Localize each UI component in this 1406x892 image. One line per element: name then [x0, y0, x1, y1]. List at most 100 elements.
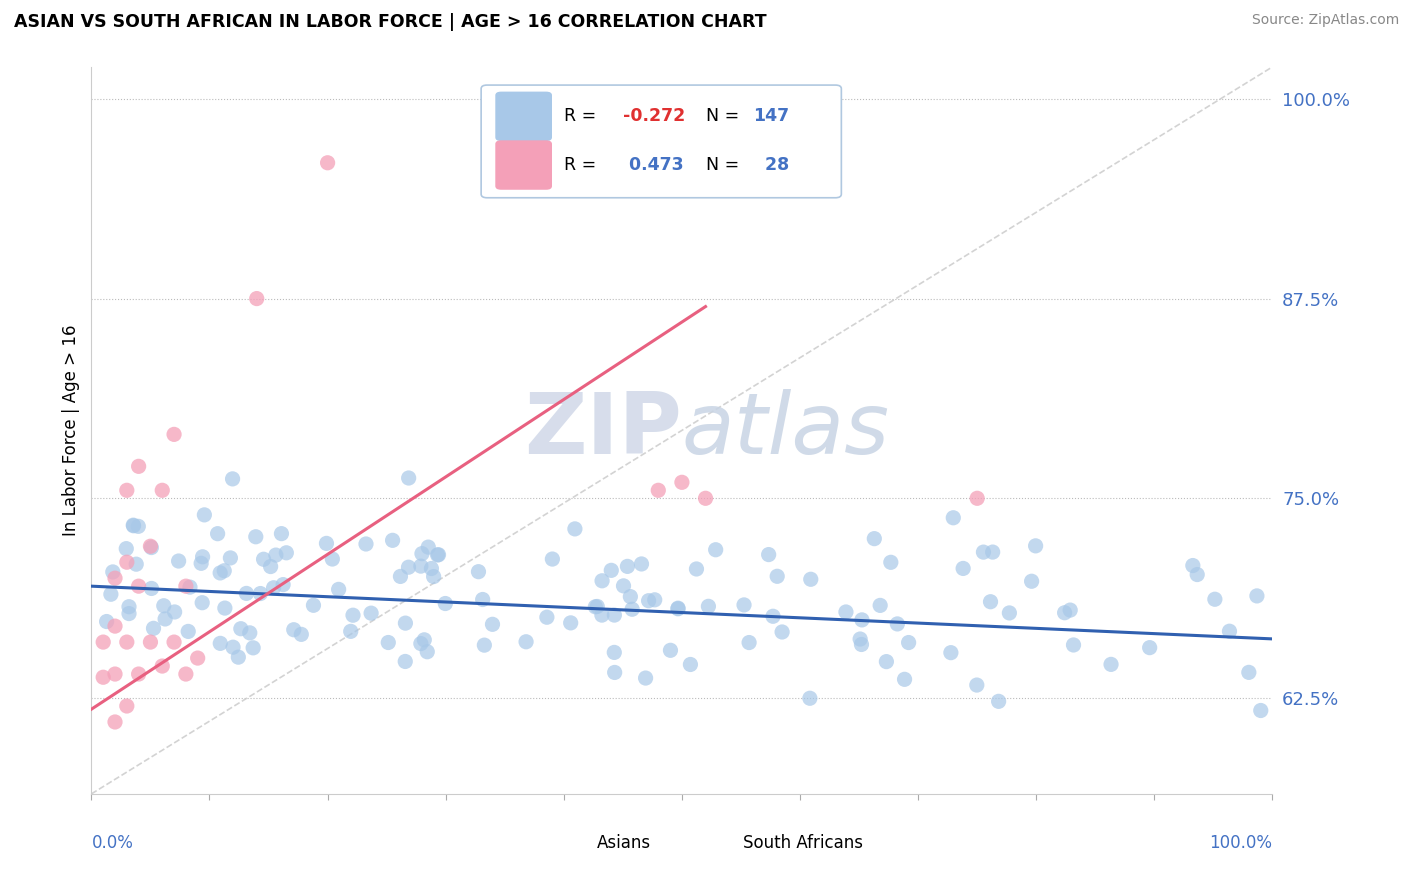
Point — [541, 552, 564, 566]
FancyBboxPatch shape — [495, 140, 553, 190]
Point — [835, 605, 858, 619]
Point — [685, 562, 707, 576]
Point — [1139, 640, 1161, 655]
Point — [229, 622, 252, 636]
Point — [91, 670, 114, 684]
Point — [666, 601, 689, 615]
Point — [409, 637, 432, 651]
Point — [679, 657, 702, 672]
Point — [271, 577, 294, 591]
Point — [245, 530, 267, 544]
Point — [290, 627, 312, 641]
Point — [115, 483, 138, 498]
Point — [104, 571, 127, 585]
Point — [704, 542, 727, 557]
Point — [246, 292, 269, 306]
Point — [125, 557, 148, 571]
Point — [381, 533, 404, 548]
Point — [1246, 589, 1268, 603]
Point — [1250, 704, 1272, 718]
Point — [127, 519, 149, 533]
Text: N =: N = — [706, 107, 738, 126]
Text: 0.0%: 0.0% — [91, 834, 134, 852]
Point — [142, 621, 165, 635]
Text: Source: ZipAtlas.com: Source: ZipAtlas.com — [1251, 13, 1399, 28]
Point — [1053, 606, 1076, 620]
Point — [167, 554, 190, 568]
Point — [1025, 539, 1047, 553]
Point — [671, 475, 693, 490]
Text: 28: 28 — [752, 156, 789, 174]
Point — [321, 552, 343, 566]
Point — [128, 459, 150, 474]
Text: Asians: Asians — [598, 834, 651, 853]
Point — [191, 596, 214, 610]
Point — [634, 671, 657, 685]
Point — [411, 547, 433, 561]
Point — [427, 548, 450, 562]
Point — [242, 640, 264, 655]
Point — [1099, 657, 1122, 672]
Point — [695, 491, 717, 506]
Point — [1237, 665, 1260, 680]
Point — [228, 650, 250, 665]
Point — [800, 572, 823, 586]
Point — [586, 599, 609, 614]
Point — [621, 602, 644, 616]
Point — [122, 518, 145, 533]
Point — [413, 632, 436, 647]
Point — [972, 545, 994, 559]
Point — [377, 635, 399, 649]
Point — [101, 565, 124, 579]
Point — [966, 678, 988, 692]
Point — [1063, 638, 1085, 652]
Point — [966, 491, 988, 506]
Point — [762, 609, 785, 624]
Text: ASIAN VS SOUTH AFRICAN IN LABOR FORCE | AGE > 16 CORRELATION CHART: ASIAN VS SOUTH AFRICAN IN LABOR FORCE | … — [14, 13, 766, 31]
Point — [875, 655, 897, 669]
Point — [998, 606, 1021, 620]
Point — [139, 635, 162, 649]
Point — [115, 698, 138, 713]
Point — [766, 569, 789, 583]
Point — [416, 645, 439, 659]
Text: 0.473: 0.473 — [623, 156, 683, 174]
Point — [418, 540, 440, 554]
Point — [174, 667, 197, 681]
Point — [150, 483, 173, 498]
Text: 147: 147 — [752, 107, 789, 126]
Point — [264, 548, 287, 562]
Point — [515, 634, 537, 648]
Point — [122, 518, 145, 533]
Point — [239, 625, 262, 640]
Point — [616, 559, 638, 574]
Point — [939, 646, 962, 660]
Point — [644, 592, 666, 607]
Point — [128, 667, 150, 681]
FancyBboxPatch shape — [481, 85, 841, 198]
Point — [619, 590, 641, 604]
Point — [472, 638, 495, 652]
Point — [389, 569, 412, 583]
Point — [422, 569, 444, 583]
Point — [434, 597, 457, 611]
Point — [560, 615, 582, 630]
Point — [209, 636, 232, 650]
Point — [259, 559, 281, 574]
FancyBboxPatch shape — [554, 828, 595, 862]
Point — [942, 510, 965, 524]
Point — [481, 617, 503, 632]
Point — [235, 586, 257, 600]
Point — [150, 659, 173, 673]
Point — [212, 564, 235, 578]
Point — [342, 608, 364, 623]
Point — [207, 526, 229, 541]
Text: R =: R = — [564, 156, 602, 174]
Point — [637, 593, 659, 607]
Point — [252, 552, 274, 566]
Text: R =: R = — [564, 107, 602, 126]
Point — [91, 635, 114, 649]
Point — [630, 557, 652, 571]
Point — [398, 471, 420, 485]
Point — [394, 655, 416, 669]
